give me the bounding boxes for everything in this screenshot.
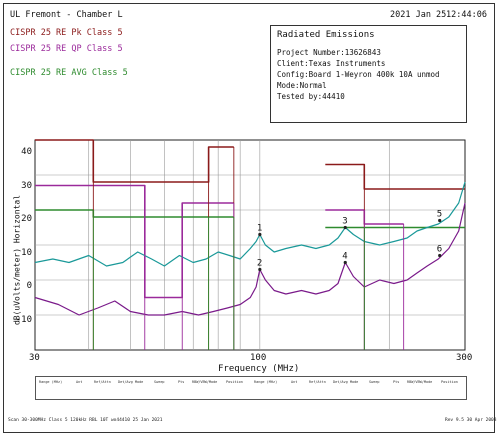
table-cell: Ant bbox=[291, 380, 298, 384]
table-cell: Sweep bbox=[369, 380, 380, 384]
table-cell: RBW/VBW/Mode bbox=[407, 380, 433, 384]
date-label: 2021 Jan 25 bbox=[390, 10, 447, 20]
info-project: Project Number:13626843 bbox=[277, 48, 381, 57]
footer-scan-info: Scan 30-300MHz Class 5 120kHz RBL 10T wo… bbox=[8, 418, 163, 423]
chamber-label: UL Fremont - Chamber L bbox=[10, 10, 123, 20]
table-cell: Ref/Attn bbox=[309, 380, 326, 384]
info-client: Client:Texas Instruments bbox=[277, 59, 386, 68]
marker-label: 1 bbox=[257, 224, 262, 234]
x-tick-300: 300 bbox=[456, 353, 473, 363]
table-cell: Position bbox=[441, 380, 458, 384]
marker-label: 2 bbox=[257, 259, 262, 269]
time-label: 12:44:06 bbox=[446, 10, 487, 20]
table-cell: Ant bbox=[76, 380, 83, 384]
info-title: Radiated Emissions bbox=[277, 30, 375, 40]
table-cell: Det/Avg Mode bbox=[118, 380, 144, 384]
marker-label: 3 bbox=[342, 217, 347, 227]
table-cell: Range (MHz) bbox=[39, 380, 63, 384]
y-tick-10: 10 bbox=[21, 248, 32, 258]
table-cell: Range (MHz) bbox=[254, 380, 278, 384]
y-tick-30: 30 bbox=[21, 181, 32, 191]
table-cell: RBW/VBW/Mode bbox=[192, 380, 218, 384]
marker-point bbox=[438, 218, 442, 223]
legend-qp-limit: CISPR 25 RE QP Class 5 bbox=[10, 44, 123, 54]
marker-point bbox=[343, 225, 347, 230]
info-tested-by: Tested by:44410 bbox=[277, 92, 345, 101]
y-tick-40: 40 bbox=[21, 147, 32, 157]
scan-settings-table: Range (MHz) Ant Ref/Attn Det/Avg Mode Sw… bbox=[35, 376, 467, 400]
info-mode: Mode:Normal bbox=[277, 81, 327, 90]
table-cell: Pts bbox=[393, 380, 400, 384]
marker-point bbox=[258, 232, 262, 237]
x-tick-30: 30 bbox=[29, 353, 40, 363]
y-tick-20: 20 bbox=[21, 214, 32, 224]
y-tick-0: 0 bbox=[26, 281, 32, 291]
marker-label: 5 bbox=[437, 210, 442, 220]
footer-revision: Rev 9.5 30 Apr 2008 bbox=[445, 418, 497, 423]
report-frame bbox=[3, 3, 495, 433]
series-line-4 bbox=[34, 202, 466, 316]
table-cell: Ref/Attn bbox=[94, 380, 111, 384]
series-line-3 bbox=[34, 181, 466, 267]
table-cell: Position bbox=[226, 380, 243, 384]
marker-point bbox=[438, 253, 442, 258]
y-tick-minus10: -10 bbox=[15, 315, 32, 325]
table-cell: Pts bbox=[178, 380, 185, 384]
legend-pk-limit: CISPR 25 RE Pk Class 5 bbox=[10, 28, 123, 38]
test-info-box: Radiated Emissions Project Number:136268… bbox=[270, 25, 467, 123]
marker-label: 6 bbox=[437, 245, 442, 255]
marker-point bbox=[258, 267, 262, 272]
marker-label: 4 bbox=[342, 252, 347, 262]
marker-point bbox=[343, 260, 347, 265]
x-tick-100: 100 bbox=[250, 353, 267, 363]
legend-avg-limit: CISPR 25 RE AVG Class 5 bbox=[10, 68, 128, 78]
x-axis-title: Frequency (MHz) bbox=[218, 364, 300, 374]
info-config: Config:Board 1-Weyron 400k 10A unmod bbox=[277, 70, 440, 79]
table-cell: Det/Avg Mode bbox=[333, 380, 359, 384]
table-cell: Sweep bbox=[154, 380, 165, 384]
